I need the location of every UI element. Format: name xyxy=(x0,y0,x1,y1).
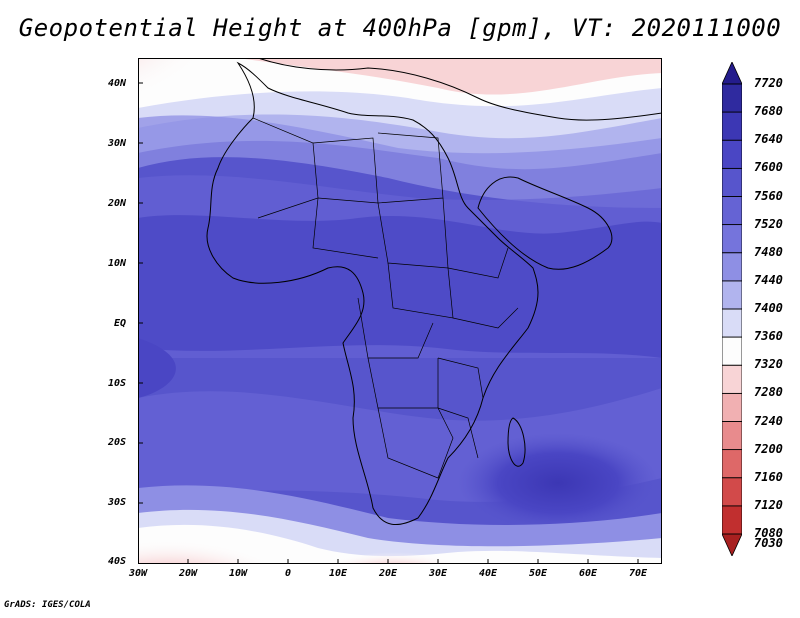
lat-label-40s: 40S xyxy=(107,556,126,567)
colorbar-swatch xyxy=(722,252,742,281)
lon-label-10w: 10W xyxy=(228,568,248,579)
lon-label-30e: 30E xyxy=(428,568,448,579)
map-panel xyxy=(138,58,662,564)
colorbar-swatch xyxy=(722,196,742,225)
colorbar-label: 7400 xyxy=(754,301,783,315)
lon-label-70e: 70E xyxy=(628,568,648,579)
lat-label-eq: EQ xyxy=(113,318,126,329)
map-frame xyxy=(138,58,662,564)
mediterranean-north-coast xyxy=(257,58,662,121)
colorbar-swatch xyxy=(722,280,742,309)
credit-text: GrADS: IGES/COLA xyxy=(4,600,91,610)
colorbar-label: 7440 xyxy=(754,272,783,287)
colorbar-label: 7320 xyxy=(754,357,783,372)
coastlines xyxy=(206,58,662,526)
colorbar-swatch xyxy=(722,84,742,113)
lon-label-50e: 50E xyxy=(528,568,548,579)
colorbar-label: 7360 xyxy=(754,329,783,344)
colorbar-label: 7680 xyxy=(754,104,783,119)
field-band-deepblue xyxy=(138,215,662,358)
lon-label-0: 0 xyxy=(284,568,292,579)
colorbar-swatch xyxy=(722,505,742,534)
lat-label-20s: 20S xyxy=(107,437,126,448)
lon-label-10e: 10E xyxy=(328,568,348,579)
colorbar-swatch xyxy=(722,168,742,197)
colorbar-label: 7280 xyxy=(754,385,783,400)
field-high-southwest xyxy=(138,504,278,564)
colorbar-swatch-bottom xyxy=(722,533,742,556)
colorbar-label: 7080 xyxy=(754,526,783,540)
colorbar-swatch xyxy=(722,112,742,141)
colorbar-label: 7480 xyxy=(754,244,783,259)
lon-label-30w: 30W xyxy=(128,568,148,579)
lat-label-20n: 20N xyxy=(107,198,126,209)
colorbar-swatch xyxy=(722,365,742,394)
chart-title: Geopotential Height at 400hPa [gpm], VT:… xyxy=(18,14,782,42)
field-band-midblue xyxy=(138,115,662,208)
lon-label-40e: 40E xyxy=(478,568,498,579)
geopotential-field-map xyxy=(138,58,662,564)
colorbar-label: 7240 xyxy=(754,413,783,428)
colorbar-swatch xyxy=(722,393,742,422)
lat-label-10s: 10S xyxy=(107,378,126,389)
field-low-southeast xyxy=(458,433,658,533)
arabia-coastline xyxy=(477,176,613,270)
lat-label-40n: 40N xyxy=(107,78,126,89)
colorbar-swatch xyxy=(722,449,742,478)
lon-label-20w: 20W xyxy=(178,568,198,579)
colorbar-swatch xyxy=(722,477,742,506)
lon-label-60e: 60E xyxy=(578,568,598,579)
field-atlantic-deep xyxy=(138,338,176,398)
country-borders xyxy=(252,117,519,479)
colorbar-swatches xyxy=(722,62,742,556)
colorbar-label: 7600 xyxy=(754,160,783,175)
field-band-palepink xyxy=(238,58,662,95)
colorbar-label: 7720 xyxy=(754,76,783,90)
africa-coastline xyxy=(206,61,539,526)
colorbar-swatch-top xyxy=(722,62,742,84)
colorbar-swatch xyxy=(722,224,742,253)
colorbar-swatch xyxy=(722,421,742,450)
colorbar xyxy=(722,62,742,556)
colorbar-swatch xyxy=(722,309,742,338)
colorbar-label: 7120 xyxy=(754,497,783,512)
lat-label-10n: 10N xyxy=(107,258,126,269)
colorbar-swatch xyxy=(722,140,742,169)
lat-label-30n: 30N xyxy=(107,138,126,149)
colorbar-swatch-bottom xyxy=(722,534,742,556)
colorbar-label: 7640 xyxy=(754,132,783,147)
field-high-south xyxy=(323,534,463,564)
lat-label-30s: 30S xyxy=(107,497,126,508)
colorbar-label: 7200 xyxy=(754,441,783,456)
colorbar-label: 7030 xyxy=(754,536,783,550)
colorbar-label: 7520 xyxy=(754,216,783,231)
map-ticks xyxy=(138,82,639,564)
field-high-northwest xyxy=(138,58,228,113)
lon-label-20e: 20E xyxy=(378,568,398,579)
colorbar-swatch xyxy=(722,337,742,366)
madagascar-coastline xyxy=(507,417,526,467)
colorbar-label: 7160 xyxy=(754,469,783,484)
colorbar-label: 7560 xyxy=(754,188,783,203)
